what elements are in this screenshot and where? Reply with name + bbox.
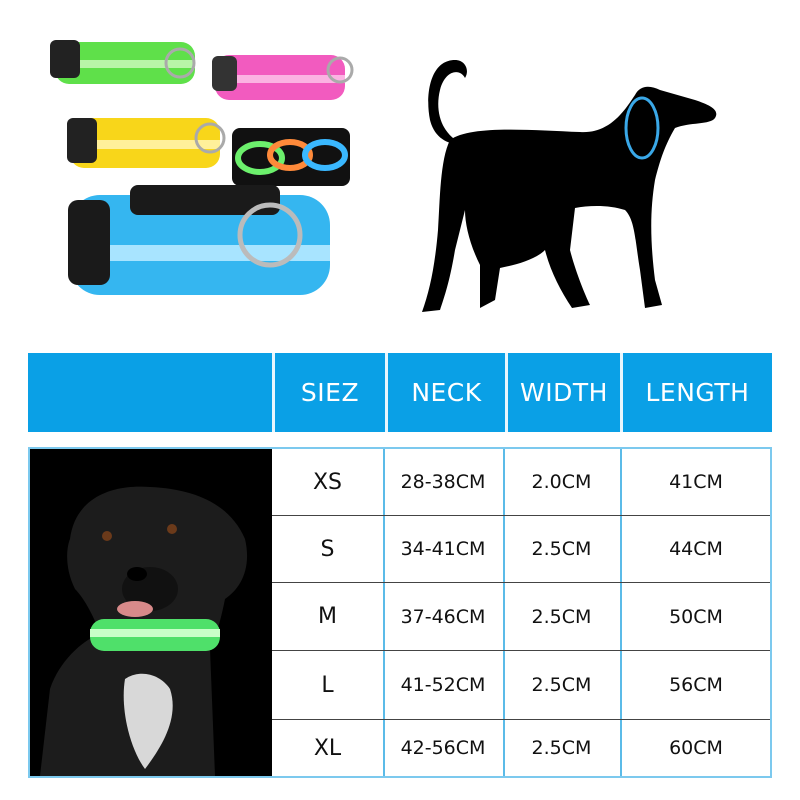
table-row: M 37-46CM 2.5CM 50CM (272, 583, 770, 651)
size-cell: M (318, 604, 337, 629)
header-width: WIDTH (505, 353, 620, 432)
length-cell: 44CM (669, 538, 723, 560)
width-cell: 2.5CM (531, 737, 592, 759)
header-neck: NECK (385, 353, 505, 432)
neck-cell: 28-38CM (400, 471, 486, 493)
size-cell: XS (312, 469, 343, 495)
width-cell: 2.5CM (531, 605, 592, 628)
header-size: SIEZ (272, 353, 385, 432)
length-cell: 41CM (669, 471, 723, 493)
dog-photo (30, 449, 272, 776)
length-cell: 56CM (669, 674, 723, 696)
dog-silhouette (422, 60, 717, 312)
neck-cell: 37-46CM (400, 605, 486, 628)
neck-cell: 41-52CM (400, 674, 486, 696)
table-row: L 41-52CM 2.5CM 56CM (272, 651, 770, 720)
table-row: XL 42-56CM 2.5CM 60CM (272, 720, 770, 776)
length-cell: 60CM (669, 737, 723, 759)
collars-photo (50, 40, 354, 295)
header-length: LENGTH (620, 353, 772, 432)
size-cell: S (320, 536, 335, 562)
table-row: S 34-41CM 2.5CM 44CM (272, 516, 770, 583)
width-cell: 2.0CM (531, 471, 592, 493)
table-row: XS 28-38CM 2.0CM 41CM (272, 449, 770, 516)
size-table: XS 28-38CM 2.0CM 41CM S 34-41CM 2.5CM 44… (28, 447, 772, 778)
length-cell: 50CM (669, 605, 723, 628)
size-table-header: SIEZ NECK WIDTH LENGTH (28, 353, 772, 432)
size-cell: XL (313, 735, 342, 761)
width-cell: 2.5CM (531, 538, 592, 560)
size-cell: L (321, 672, 334, 698)
neck-cell: 42-56CM (400, 737, 486, 759)
width-cell: 2.5CM (531, 674, 592, 696)
neck-cell: 34-41CM (400, 538, 486, 560)
